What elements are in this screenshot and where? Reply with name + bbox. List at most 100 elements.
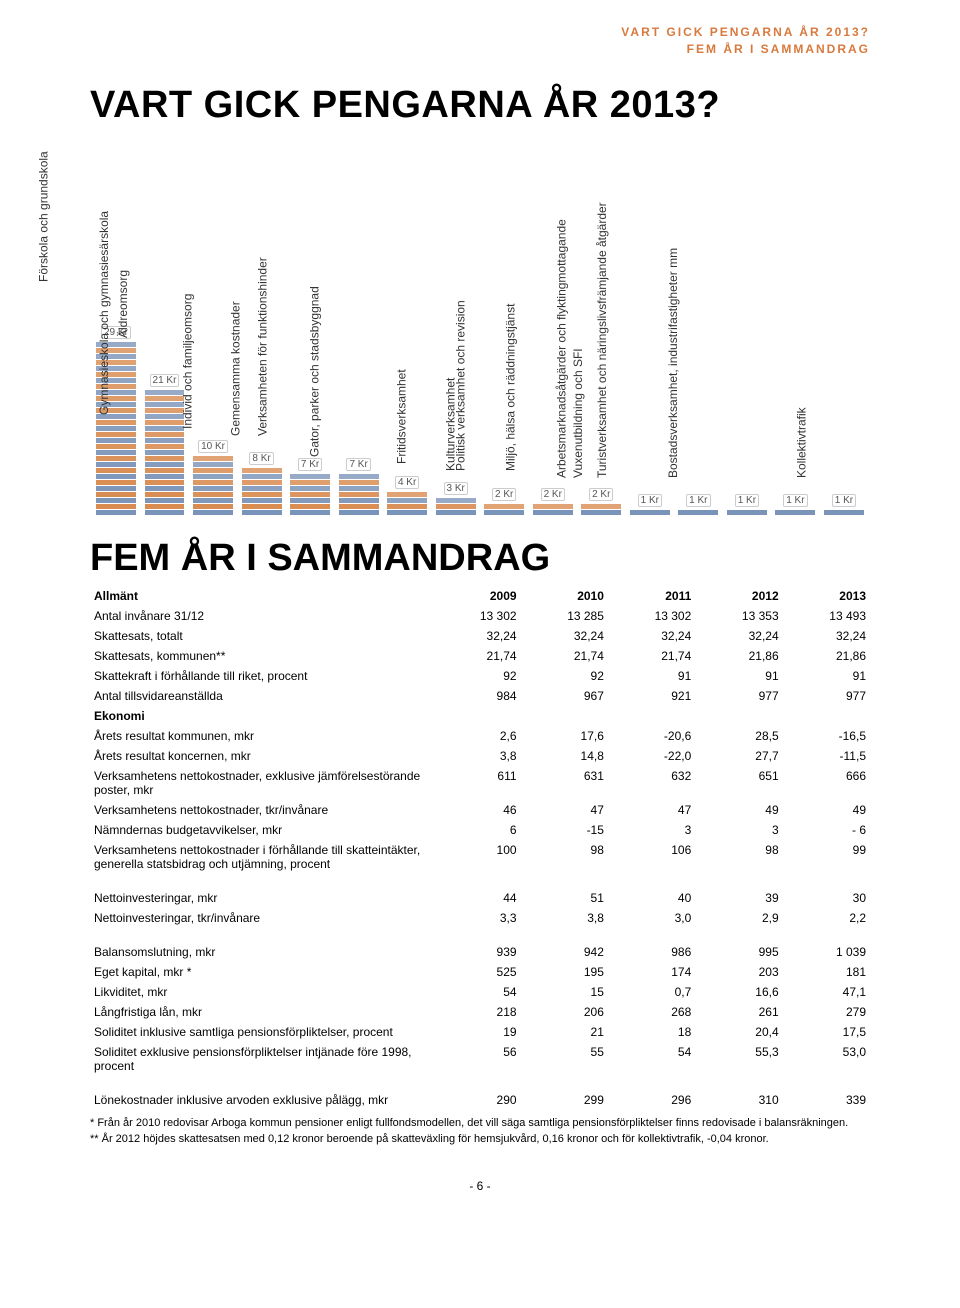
bar-value-label: 1 Kr [783, 494, 807, 507]
bar-value-label: 2 Kr [541, 488, 565, 501]
bar-segment [145, 497, 185, 503]
bar-stack [145, 389, 185, 515]
bar-segment [193, 491, 233, 497]
row-label: Skattesats, totalt [90, 626, 433, 646]
row-value: 54 [608, 1042, 695, 1076]
row-value: 18 [608, 1022, 695, 1042]
row-value: 44 [433, 888, 520, 908]
row-value: 49 [783, 800, 870, 820]
row-value: 206 [521, 1002, 608, 1022]
table-row: Lönekostnader inklusive arvoden exklusiv… [90, 1090, 870, 1110]
row-value: 98 [521, 840, 608, 874]
bar-category-label: Politisk verksamhet och revision [453, 300, 467, 471]
row-value: 19 [433, 1022, 520, 1042]
bar-segment [145, 425, 185, 431]
table-row: Eget kapital, mkr *525195174203181 [90, 962, 870, 982]
bar-category-label: Verksamheten för funktionshinder [255, 257, 269, 436]
row-label: Verksamhetens nettokostnader, exklusive … [90, 766, 433, 800]
row-value: 13 302 [433, 606, 520, 626]
bar-segment [387, 509, 427, 515]
row-value: 666 [783, 766, 870, 800]
bar-segment [242, 479, 282, 485]
table-row: Verksamhetens nettokostnader, tkr/invåna… [90, 800, 870, 820]
bar-segment [145, 437, 185, 443]
row-label: Antal invånare 31/12 [90, 606, 433, 626]
bar-value-label: 7 Kr [298, 458, 322, 471]
table-row: Långfristiga lån, mkr218206268261279 [90, 1002, 870, 1022]
bar-segment [145, 449, 185, 455]
table-row: Nettoinvesteringar, tkr/invånare3,33,83,… [90, 908, 870, 928]
row-value: 49 [695, 800, 782, 820]
row-label: Skattekraft i förhållande till riket, pr… [90, 666, 433, 686]
table-row: Verksamhetens nettokostnader, exklusive … [90, 766, 870, 800]
bar-segment [145, 461, 185, 467]
row-value: 46 [433, 800, 520, 820]
bar-category-label: Gator, parker och stadsbyggnad [308, 286, 322, 457]
row-value: 299 [521, 1090, 608, 1110]
bar-segment [96, 437, 136, 443]
bar-category-label: Kollektivtrafik [795, 407, 809, 478]
table-row: Likviditet, mkr54150,716,647,1 [90, 982, 870, 1002]
row-value: 3,8 [433, 746, 520, 766]
row-value: 296 [608, 1090, 695, 1110]
table-year-header: 2011 [608, 586, 695, 606]
table-row: Årets resultat koncernen, mkr3,814,8-22,… [90, 746, 870, 766]
row-value: 16,6 [695, 982, 782, 1002]
row-value: 21,74 [521, 646, 608, 666]
row-value: 30 [783, 888, 870, 908]
bar-segment [193, 497, 233, 503]
table-row: Skattesats, totalt32,2432,2432,2432,2432… [90, 626, 870, 646]
row-value: -16,5 [783, 726, 870, 746]
row-value: - 6 [783, 820, 870, 840]
row-label: Långfristiga lån, mkr [90, 1002, 433, 1022]
bar-segment [145, 473, 185, 479]
bar-segment [242, 491, 282, 497]
bar-segment [339, 479, 379, 485]
bar-value-label: 2 Kr [589, 488, 613, 501]
bar-category-label: Förskola och grundskola [37, 151, 51, 282]
bar-segment [581, 503, 621, 509]
bar-stack [727, 509, 767, 515]
row-value: 13 302 [608, 606, 695, 626]
table-row: Årets resultat kommunen, mkr2,617,6-20,6… [90, 726, 870, 746]
row-value: 3,0 [608, 908, 695, 928]
bar-stack [581, 503, 621, 515]
row-value: 995 [695, 942, 782, 962]
bar-segment [96, 461, 136, 467]
bar-segment [145, 479, 185, 485]
bar-stack [824, 509, 864, 515]
row-value: 39 [695, 888, 782, 908]
bar-value-label: 3 Kr [444, 482, 468, 495]
table-row: Antal invånare 31/1213 30213 28513 30213… [90, 606, 870, 626]
bar-segment [145, 419, 185, 425]
row-value: 21,86 [783, 646, 870, 666]
chart-bar: Vuxenutbildning och SFI1 Kr [630, 145, 670, 515]
row-value: 32,24 [783, 626, 870, 646]
table-year-header: 2010 [521, 586, 608, 606]
row-value: 939 [433, 942, 520, 962]
bar-segment [96, 455, 136, 461]
bar-segment [581, 509, 621, 515]
row-label: Eget kapital, mkr * [90, 962, 433, 982]
bar-segment [387, 491, 427, 497]
footnote-line: * Från år 2010 redovisar Arboga kommun p… [90, 1116, 870, 1131]
table-row: Skattesats, kommunen**21,7421,7421,7421,… [90, 646, 870, 666]
bar-category-label: Vuxenutbildning och SFI [571, 348, 585, 478]
row-label: Verksamhetens nettokostnader, tkr/invåna… [90, 800, 433, 820]
row-value: 977 [695, 686, 782, 706]
table-row: Antal tillsvidareanställda98496792197797… [90, 686, 870, 706]
row-label: Nettoinvesteringar, mkr [90, 888, 433, 908]
row-value: 13 285 [521, 606, 608, 626]
bar-segment [242, 473, 282, 479]
bar-segment [96, 509, 136, 515]
row-value: 17,6 [521, 726, 608, 746]
bar-segment [242, 509, 282, 515]
row-label: Verksamhetens nettokostnader i förhållan… [90, 840, 433, 874]
row-value: 181 [783, 962, 870, 982]
row-value: 15 [521, 982, 608, 1002]
bar-segment [339, 497, 379, 503]
bar-segment [533, 509, 573, 515]
bar-segment [145, 491, 185, 497]
bar-segment [145, 431, 185, 437]
row-value: 55 [521, 1042, 608, 1076]
